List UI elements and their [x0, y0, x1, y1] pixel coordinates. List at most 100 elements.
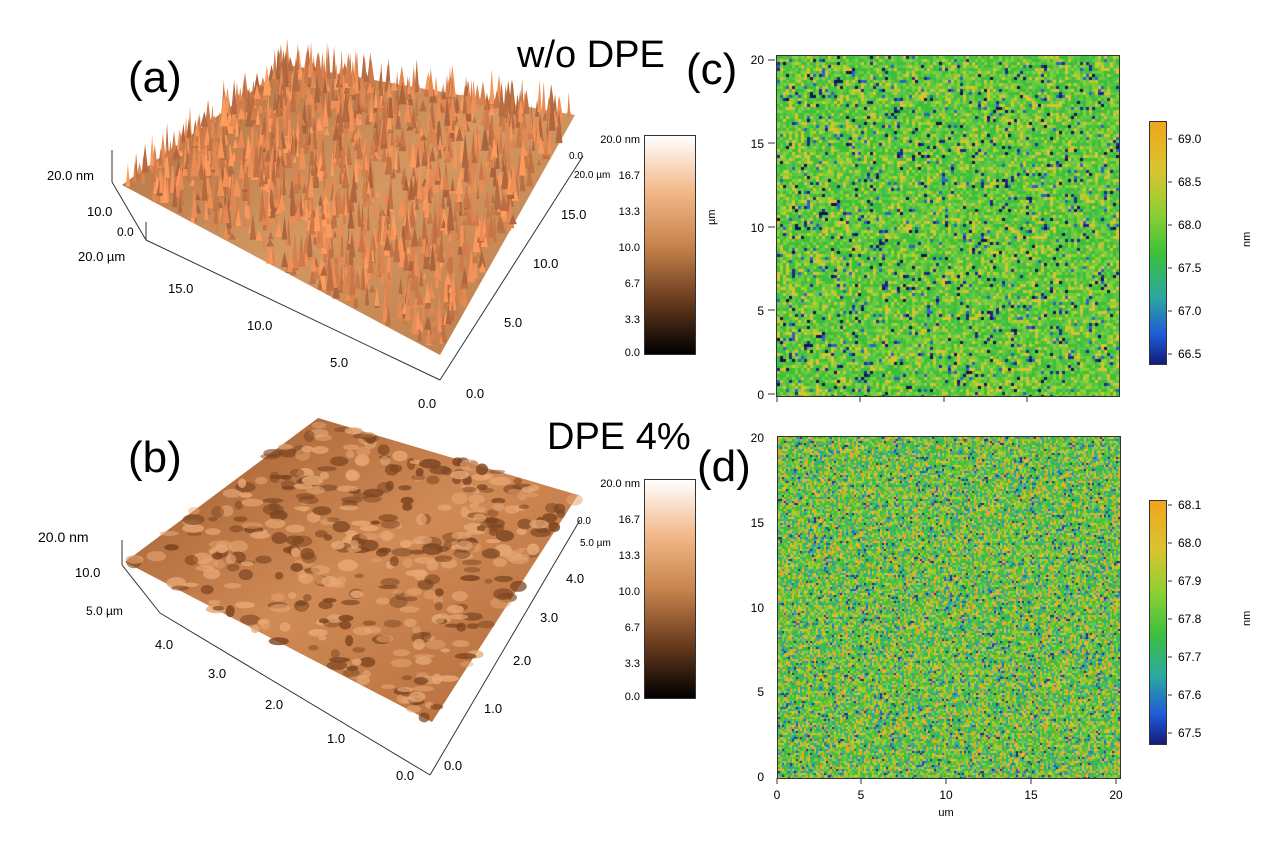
surface-bump — [440, 648, 450, 653]
surface-spike — [403, 175, 410, 191]
surface-spike — [310, 72, 316, 88]
surface-spike — [305, 85, 313, 106]
surface-spike — [440, 218, 447, 229]
panel-a-cbar-tick: 3.3 — [625, 314, 640, 326]
surface-spike — [437, 310, 443, 333]
surface-spike — [283, 49, 287, 78]
surface-spike — [320, 211, 326, 220]
surface-bump — [490, 597, 512, 609]
panel-a-y-tick: 0.0 — [466, 386, 484, 401]
surface-bump — [240, 561, 254, 567]
surface-spike — [475, 125, 480, 135]
surface-bump — [425, 639, 446, 650]
panel-b-3d-surface: 20.0 nm 10.0 5.0 µm 4.0 3.0 2.0 1.0 0.0 … — [38, 418, 611, 783]
surface-bump — [380, 519, 401, 529]
panel-b-colorbar-labels: 20.0 nm 16.7 13.3 10.0 6.7 3.3 0.0 — [600, 478, 640, 703]
surface-spike — [439, 334, 444, 344]
surface-spike — [424, 241, 430, 257]
surface-spike — [370, 230, 375, 251]
surface-bump — [223, 582, 242, 589]
surface-bump — [437, 504, 452, 511]
surface-spike — [472, 162, 478, 193]
panel-d-x-tick: 0 — [774, 788, 781, 802]
surface-bump — [318, 600, 333, 610]
surface-bump — [250, 624, 260, 634]
panel-b-y-tick: 5.0 µm — [580, 538, 611, 549]
surface-spike — [499, 193, 508, 212]
panel-a-cbar-tick: 6.7 — [625, 278, 640, 290]
surface-spike — [320, 265, 328, 276]
surface-spike — [204, 192, 209, 220]
surface-spike — [195, 119, 200, 137]
surface-bump — [352, 647, 366, 653]
surface-bump — [336, 485, 359, 492]
surface-spike — [247, 144, 254, 175]
surface-spike — [253, 83, 261, 99]
surface-spike — [220, 92, 228, 127]
surface-spike — [368, 106, 375, 122]
surface-spike — [437, 91, 441, 122]
surface-spike — [471, 255, 479, 264]
surface-spike — [228, 233, 237, 240]
panel-b-colorbar — [644, 479, 696, 699]
surface-bump — [412, 638, 426, 651]
surface-spike — [355, 214, 360, 247]
surface-spike — [298, 117, 306, 126]
surface-spike — [548, 95, 556, 131]
surface-bump — [239, 492, 253, 498]
surface-bump — [416, 513, 427, 526]
surface-spike — [522, 89, 530, 115]
surface-spike — [501, 156, 505, 172]
surface-spike — [387, 84, 394, 118]
surface-spike — [368, 91, 374, 115]
panel-c-colorbar — [1149, 121, 1167, 365]
surface-spike — [348, 235, 354, 266]
surface-spike — [307, 130, 312, 146]
surface-spike — [299, 192, 303, 217]
surface-spike — [350, 133, 355, 143]
surface-spike — [214, 140, 220, 151]
surface-spike — [411, 166, 416, 177]
surface-bump — [485, 538, 501, 544]
surface-spike — [455, 126, 464, 142]
surface-bump — [526, 543, 540, 556]
surface-bump — [188, 507, 200, 515]
surface-spike — [269, 214, 275, 223]
surface-spike — [545, 96, 552, 120]
surface-bump — [295, 493, 316, 500]
surface-bump — [308, 645, 319, 651]
panel-a-y-tick: 15.0 — [561, 207, 586, 222]
surface-spike — [509, 161, 518, 193]
surface-spike — [385, 253, 391, 273]
surface-bump — [326, 517, 340, 523]
surface-spike — [472, 224, 480, 253]
surface-spike — [490, 144, 494, 161]
surface-spike — [396, 290, 403, 319]
surface-spike — [218, 158, 227, 168]
surface-spike — [443, 275, 449, 303]
surface-bump — [226, 563, 240, 572]
surface-spike — [379, 208, 386, 217]
surface-spike — [322, 75, 328, 94]
surface-spike — [325, 216, 331, 224]
surface-spike — [414, 58, 420, 93]
surface-bump — [378, 584, 398, 590]
surface-spike — [401, 200, 406, 216]
surface-spike — [437, 134, 443, 150]
surface-spike — [524, 132, 528, 152]
panel-c-cbar-tick: 67.0 — [1178, 304, 1202, 318]
surface-bump — [303, 430, 315, 443]
surface-bump — [434, 588, 444, 597]
surface-spike — [350, 168, 358, 203]
surface-spike — [253, 72, 261, 95]
surface-spike — [177, 192, 183, 213]
surface-spike — [452, 305, 460, 316]
surface-spike — [235, 115, 239, 137]
surface-spike — [423, 141, 427, 161]
surface-bump — [380, 577, 400, 587]
surface-spike — [363, 152, 369, 171]
surface-spike — [506, 137, 511, 173]
surface-bump — [377, 547, 392, 554]
surface-bump — [359, 533, 380, 540]
surface-bump — [356, 675, 370, 686]
